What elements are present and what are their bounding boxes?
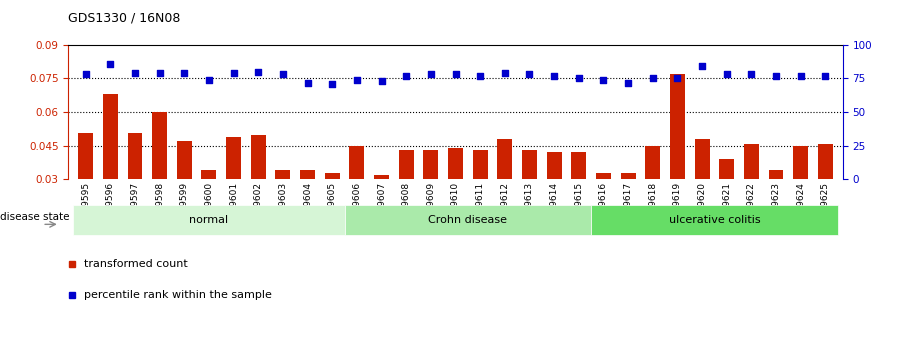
Point (571, 76, 586, 81)
Point (301, 80, 315, 85)
Text: disease state: disease state (0, 212, 69, 222)
Bar (152, 112, 167, 247)
Bar (522, 150, 537, 247)
Point (744, 72, 759, 77)
Point (325, 81, 340, 87)
Point (374, 78, 389, 84)
Text: ulcerative colitis: ulcerative colitis (669, 215, 761, 225)
Point (473, 73, 487, 79)
Bar (793, 146, 808, 247)
Bar (374, 175, 389, 247)
Bar (226, 137, 241, 247)
Point (695, 63, 710, 69)
Point (670, 76, 685, 81)
Bar (547, 152, 561, 247)
Point (177, 70, 191, 76)
Point (596, 77, 610, 82)
Bar (251, 135, 266, 247)
Bar (591, 205, 838, 235)
Point (251, 69, 265, 75)
Text: normal: normal (189, 215, 229, 225)
Point (424, 72, 438, 77)
Bar (620, 173, 636, 247)
Bar (128, 134, 142, 247)
Bar (473, 150, 487, 247)
Bar (596, 173, 611, 247)
Bar (571, 152, 586, 247)
Point (201, 77, 216, 82)
Bar (350, 146, 364, 247)
Bar (73, 205, 344, 235)
Point (497, 70, 512, 76)
Bar (275, 170, 291, 247)
Bar (201, 170, 216, 247)
Bar (300, 170, 315, 247)
Point (522, 72, 537, 77)
Point (620, 80, 635, 85)
Bar (78, 134, 93, 247)
Text: percentile rank within the sample: percentile rank within the sample (84, 290, 271, 299)
Text: transformed count: transformed count (84, 259, 188, 269)
Bar (769, 170, 783, 247)
Bar (497, 139, 512, 247)
Point (152, 70, 167, 76)
Text: Crohn disease: Crohn disease (428, 215, 507, 225)
Bar (670, 74, 685, 247)
Point (399, 73, 414, 79)
Point (276, 72, 291, 77)
Point (78, 72, 93, 77)
Bar (344, 205, 591, 235)
Bar (645, 146, 660, 247)
Bar (177, 141, 191, 247)
Bar (744, 144, 759, 247)
Bar (818, 144, 833, 247)
Point (448, 72, 463, 77)
Point (818, 73, 833, 79)
Bar (720, 159, 734, 247)
Point (226, 70, 241, 76)
Point (769, 73, 783, 79)
Point (793, 73, 808, 79)
Bar (448, 148, 463, 247)
Bar (399, 150, 414, 247)
Bar (325, 173, 340, 247)
Bar (103, 94, 118, 247)
Point (646, 76, 660, 81)
Point (128, 70, 142, 76)
Point (547, 73, 561, 79)
Bar (424, 150, 438, 247)
Point (103, 61, 118, 67)
Point (720, 72, 734, 77)
Bar (695, 139, 710, 247)
Text: GDS1330 / 16N08: GDS1330 / 16N08 (68, 11, 180, 24)
Point (350, 77, 364, 82)
